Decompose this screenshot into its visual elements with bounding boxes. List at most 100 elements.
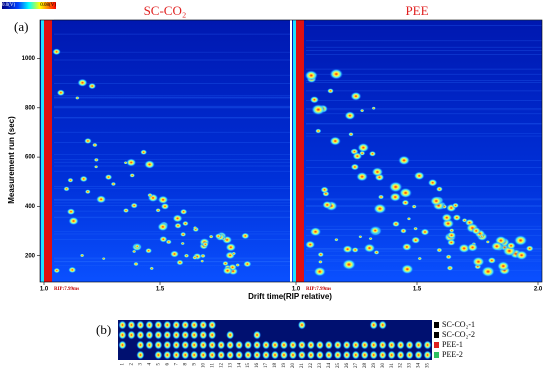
- fingerprint-spot: [414, 340, 423, 350]
- peak-spot: [430, 196, 443, 206]
- peak-spot: [327, 88, 334, 94]
- column-label: 19: [282, 363, 287, 369]
- x-tick-label: 1.0: [40, 287, 49, 293]
- y-tick-label: 200: [25, 253, 36, 259]
- fingerprint-spot: [163, 340, 172, 350]
- fingerprint-spot: [387, 350, 396, 360]
- peak-spot: [208, 234, 214, 239]
- fingerprint-spot: [423, 340, 432, 350]
- fingerprint-spot: [118, 320, 127, 330]
- peak-spot: [356, 171, 368, 182]
- column-label: 2: [130, 363, 135, 366]
- column-label: 18: [273, 363, 278, 369]
- fingerprint-spot: [181, 330, 190, 340]
- peak-spot: [122, 208, 130, 214]
- fingerprint-spot: [190, 340, 199, 350]
- fingerprint-spot: [226, 330, 235, 340]
- rip-band-edge: [293, 20, 296, 282]
- fingerprint-spot: [235, 340, 244, 350]
- legend-label: SC-CO₂-2: [442, 330, 475, 339]
- peak-spot: [411, 236, 421, 244]
- fingerprint-spot: [297, 340, 306, 350]
- fingerprint-spot: [369, 350, 378, 360]
- column-label: 16: [255, 363, 260, 369]
- peak-spot: [88, 82, 97, 90]
- fingerprint-spot: [127, 330, 136, 340]
- fingerprint-spot: [270, 340, 280, 350]
- panel-label: (b): [96, 322, 111, 337]
- peak-spot: [322, 200, 333, 209]
- fingerprint-spot: [351, 350, 360, 360]
- fingerprint-spot: [190, 320, 199, 330]
- peak-spot: [315, 128, 322, 134]
- peak-spot: [63, 186, 70, 192]
- fingerprint-spot: [181, 320, 190, 330]
- peak-spot: [179, 231, 187, 237]
- peak-spot: [309, 227, 322, 237]
- peak-spot: [104, 174, 113, 181]
- fingerprint-spot: [360, 340, 369, 350]
- peak-spot: [144, 160, 155, 169]
- fingerprint-spot: [235, 350, 244, 360]
- peak-spot: [235, 263, 241, 268]
- peak-spot: [172, 214, 183, 223]
- fingerprint-spot: [199, 350, 208, 360]
- fingerprint-spot: [172, 320, 181, 330]
- peak-spot: [95, 195, 107, 204]
- peak-spot: [145, 247, 153, 254]
- fingerprint-spot: [127, 320, 136, 330]
- x-axis-label: Drift time(RIP relative): [248, 292, 332, 301]
- column-label: 15: [246, 363, 251, 369]
- fingerprint-spot: [163, 320, 172, 330]
- peak-spot: [129, 173, 136, 178]
- fingerprint-spot: [288, 350, 297, 360]
- peak-spot: [334, 237, 339, 242]
- peak-spot: [485, 240, 491, 244]
- column-label: 28: [363, 363, 368, 369]
- column-label: 1: [121, 363, 126, 366]
- peak-spot: [192, 255, 198, 260]
- fingerprint-spot: [226, 350, 235, 360]
- peak-spot: [179, 208, 188, 215]
- fingerprint-spot: [154, 320, 163, 330]
- peak-spot: [342, 245, 353, 254]
- fingerprint-spot: [261, 350, 271, 360]
- peak-spot: [435, 186, 443, 192]
- fingerprint-spot: [342, 340, 351, 350]
- peak-spot: [371, 106, 376, 110]
- column-label: 33: [408, 363, 413, 369]
- peak-spot: [123, 161, 128, 165]
- fingerprint-spot: [253, 340, 262, 350]
- peak-spot: [399, 228, 407, 234]
- column-label: 7: [174, 363, 179, 366]
- peak-spot: [79, 253, 85, 258]
- fingerprint-spot: [405, 340, 414, 350]
- fingerprint-spot: [387, 340, 396, 350]
- column-label: 22: [309, 363, 314, 369]
- rip-label: RIP:7.99ms: [54, 287, 79, 292]
- peak-spot: [358, 235, 363, 239]
- peak-spot: [357, 142, 370, 153]
- peak-spot: [159, 235, 168, 243]
- rip-band: [44, 20, 52, 282]
- fingerprint-spot: [378, 350, 387, 360]
- peak-spot: [222, 266, 233, 275]
- peak-spot: [513, 235, 528, 246]
- fingerprint-spot: [136, 320, 145, 330]
- peak-spot: [93, 157, 99, 162]
- fingerprint-spot: [378, 320, 387, 330]
- fingerprint-spot: [190, 330, 199, 340]
- peak-spot: [399, 187, 413, 199]
- column-label: 6: [165, 363, 170, 366]
- peak-spot: [67, 177, 74, 183]
- fingerprint-spot: [199, 320, 208, 330]
- peak-spot: [231, 251, 237, 256]
- peak-spot: [471, 226, 482, 235]
- peak-spot: [192, 226, 198, 230]
- peak-spot: [147, 192, 153, 198]
- fingerprint-spot: [315, 340, 324, 350]
- peak-spot: [93, 165, 99, 169]
- fingerprint-spot: [244, 340, 253, 350]
- peak-spot: [313, 266, 326, 277]
- peak-spot: [445, 254, 452, 260]
